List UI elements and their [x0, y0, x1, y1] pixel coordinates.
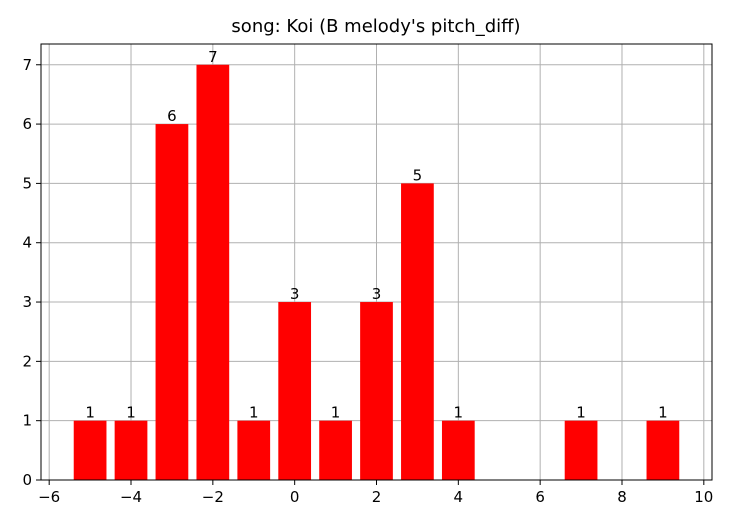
- bar-value-label: 7: [208, 48, 218, 66]
- bar: [360, 302, 393, 480]
- y-tick-label: 3: [22, 293, 32, 311]
- x-tick-label: −4: [120, 488, 142, 506]
- bar: [115, 421, 148, 480]
- bar: [565, 421, 598, 480]
- bar: [442, 421, 475, 480]
- y-tick-label: 1: [22, 412, 32, 430]
- y-tick-label: 2: [22, 352, 32, 370]
- bar-value-label: 1: [454, 404, 464, 422]
- y-tick-label: 5: [22, 174, 32, 192]
- bar: [401, 183, 434, 480]
- chart-title: song: Koi (B melody's pitch_diff): [231, 16, 520, 37]
- bar: [278, 302, 311, 480]
- bar: [74, 421, 107, 480]
- bar-value-label: 5: [413, 166, 423, 184]
- bar-value-label: 1: [331, 404, 341, 422]
- bar: [237, 421, 270, 480]
- bar-value-label: 6: [167, 107, 177, 125]
- bar-value-label: 1: [658, 404, 668, 422]
- bar-value-label: 1: [249, 404, 259, 422]
- bar: [196, 65, 229, 480]
- x-tick-label: −2: [202, 488, 224, 506]
- bar-value-label: 3: [290, 285, 300, 303]
- bar-value-label: 1: [126, 404, 136, 422]
- y-axis-ticks: 0 1 2 3 4 5 6 7: [22, 56, 41, 489]
- x-tick-label: 0: [290, 488, 300, 506]
- bar-value-label: 3: [372, 285, 382, 303]
- bar: [156, 124, 189, 480]
- x-tick-label: 4: [454, 488, 464, 506]
- x-tick-label: 6: [535, 488, 545, 506]
- x-tick-label: −6: [38, 488, 60, 506]
- bar: [647, 421, 680, 480]
- y-tick-label: 7: [22, 56, 32, 74]
- x-tick-label: 2: [372, 488, 382, 506]
- y-tick-label: 4: [22, 234, 32, 252]
- x-tick-label: 8: [617, 488, 627, 506]
- bar-value-label: 1: [576, 404, 586, 422]
- y-tick-label: 6: [22, 115, 32, 133]
- bar-value-label: 1: [85, 404, 95, 422]
- x-axis-ticks: −6 −4 −2 0 2 4 6 8 10: [38, 480, 713, 506]
- x-tick-label: 10: [694, 488, 713, 506]
- y-tick-label: 0: [22, 471, 32, 489]
- bar: [319, 421, 352, 480]
